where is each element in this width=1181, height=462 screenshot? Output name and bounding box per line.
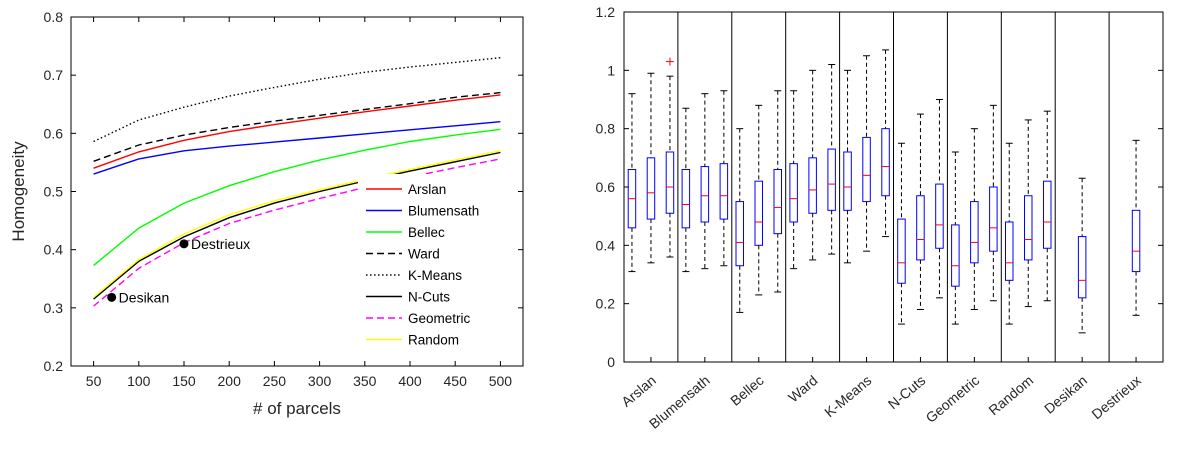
x-tick-label: 500 <box>489 373 513 389</box>
y-tick-label: 0.3 <box>44 300 64 316</box>
annotation-marker <box>107 293 116 302</box>
legend-label: K-Means <box>408 268 462 283</box>
x-tick-label: 350 <box>353 373 377 389</box>
y-tick-label: 0.7 <box>44 67 64 83</box>
y-tick-label: 0.5 <box>44 184 64 200</box>
x-tick-label: 250 <box>263 373 287 389</box>
x-tick-label: 150 <box>172 373 196 389</box>
y-axis-title: Homogeneity <box>9 141 28 242</box>
legend-label: Bellec <box>408 225 445 240</box>
x-axis-title: # of parcels <box>253 399 341 418</box>
x-tick-label: 300 <box>308 373 332 389</box>
y-tick-label: 0.4 <box>596 237 616 253</box>
annotation-label: Destrieux <box>191 236 250 252</box>
legend-label: Random <box>408 333 459 348</box>
y-tick-label: 0.6 <box>44 125 64 141</box>
x-category-label: N-Cuts <box>885 372 929 412</box>
x-category-label: Arslan <box>618 372 659 410</box>
y-tick-label: 0.4 <box>44 242 64 258</box>
y-tick-label: 0.6 <box>596 179 616 195</box>
y-tick-label: 0.2 <box>596 296 616 312</box>
x-category-label: Desikan <box>1041 372 1090 417</box>
y-tick-label: 0 <box>607 354 615 370</box>
x-category-label: Geometric <box>923 372 983 426</box>
legend-label: Geometric <box>408 311 471 326</box>
y-tick-label: 0.2 <box>44 358 64 374</box>
y-tick-label: 1.2 <box>596 4 616 20</box>
x-category-label: Ward <box>785 372 821 405</box>
legend-label: Ward <box>408 247 440 262</box>
y-tick-label: 0.8 <box>44 9 64 25</box>
x-tick-label: 450 <box>444 373 468 389</box>
annotation-marker <box>180 239 189 248</box>
annotation-label: Desikan <box>119 289 170 305</box>
y-tick-label: 1 <box>607 62 615 78</box>
x-tick-label: 50 <box>86 373 102 389</box>
legend-label: Arslan <box>408 182 446 197</box>
homogeneity-line-chart: 50 100 150 200 250 300 350 400 450 500 0.2 0.3 0.4 0.… <box>9 9 523 418</box>
legend-label: N-Cuts <box>408 290 450 305</box>
x-tick-label: 100 <box>127 373 151 389</box>
y-tick-label: 0.8 <box>596 121 616 137</box>
legend-box <box>358 174 518 358</box>
x-category-label: Destrieux <box>1088 372 1144 422</box>
x-category-label: K-Means <box>821 372 874 420</box>
x-category-label: Bellec <box>727 372 767 409</box>
legend-label: Blumensath <box>408 204 479 219</box>
x-tick-label: 400 <box>398 373 422 389</box>
x-tick-label: 200 <box>218 373 242 389</box>
x-category-label: Random <box>985 372 1036 418</box>
